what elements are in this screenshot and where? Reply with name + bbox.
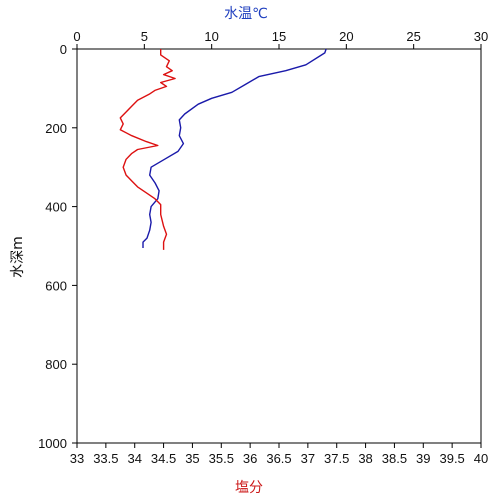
top-axis-title: 水温℃ bbox=[224, 6, 268, 22]
left-tick-label: 200 bbox=[45, 121, 67, 136]
left-axis-title: 水深m bbox=[10, 236, 26, 278]
bottom-tick-label: 35 bbox=[185, 451, 199, 466]
bottom-tick-label: 40 bbox=[474, 451, 488, 466]
bottom-tick-label: 36.5 bbox=[266, 451, 291, 466]
bottom-tick-label: 39.5 bbox=[439, 451, 464, 466]
series-layer bbox=[119, 48, 327, 250]
bottom-tick-label: 38.5 bbox=[382, 451, 407, 466]
bottom-tick-label: 34 bbox=[127, 451, 141, 466]
salinity-series-line bbox=[119, 49, 176, 250]
left-tick-label: 0 bbox=[60, 42, 67, 57]
left-tick-label: 1000 bbox=[38, 436, 67, 451]
top-tick-label: 25 bbox=[406, 29, 420, 44]
temperature-series-line bbox=[142, 48, 327, 248]
bottom-tick-label: 36 bbox=[243, 451, 257, 466]
bottom-tick-label: 39 bbox=[416, 451, 430, 466]
left-tick-label: 600 bbox=[45, 278, 67, 293]
left-tick-label: 800 bbox=[45, 357, 67, 372]
top-tick-label: 5 bbox=[141, 29, 148, 44]
bottom-tick-label: 33.5 bbox=[93, 451, 118, 466]
bottom-tick-label: 35.5 bbox=[209, 451, 234, 466]
bottom-tick-label: 37 bbox=[301, 451, 315, 466]
top-tick-label: 15 bbox=[272, 29, 286, 44]
bottom-tick-label: 34.5 bbox=[151, 451, 176, 466]
bottom-axis-title: 塩分 bbox=[235, 480, 263, 496]
top-tick-label: 0 bbox=[73, 29, 80, 44]
bottom-tick-label: 38 bbox=[358, 451, 372, 466]
bottom-tick-label: 37.5 bbox=[324, 451, 349, 466]
top-tick-label: 20 bbox=[339, 29, 353, 44]
axis-ticks: 0 5 10 15 20 25 30 33 33.5 34 34.5 35 35.5 36 36.5 37 37… bbox=[38, 29, 488, 466]
top-tick-label: 10 bbox=[204, 29, 218, 44]
left-tick-label: 400 bbox=[45, 200, 67, 215]
bottom-tick-label: 33 bbox=[70, 451, 84, 466]
top-tick-label: 30 bbox=[474, 29, 488, 44]
